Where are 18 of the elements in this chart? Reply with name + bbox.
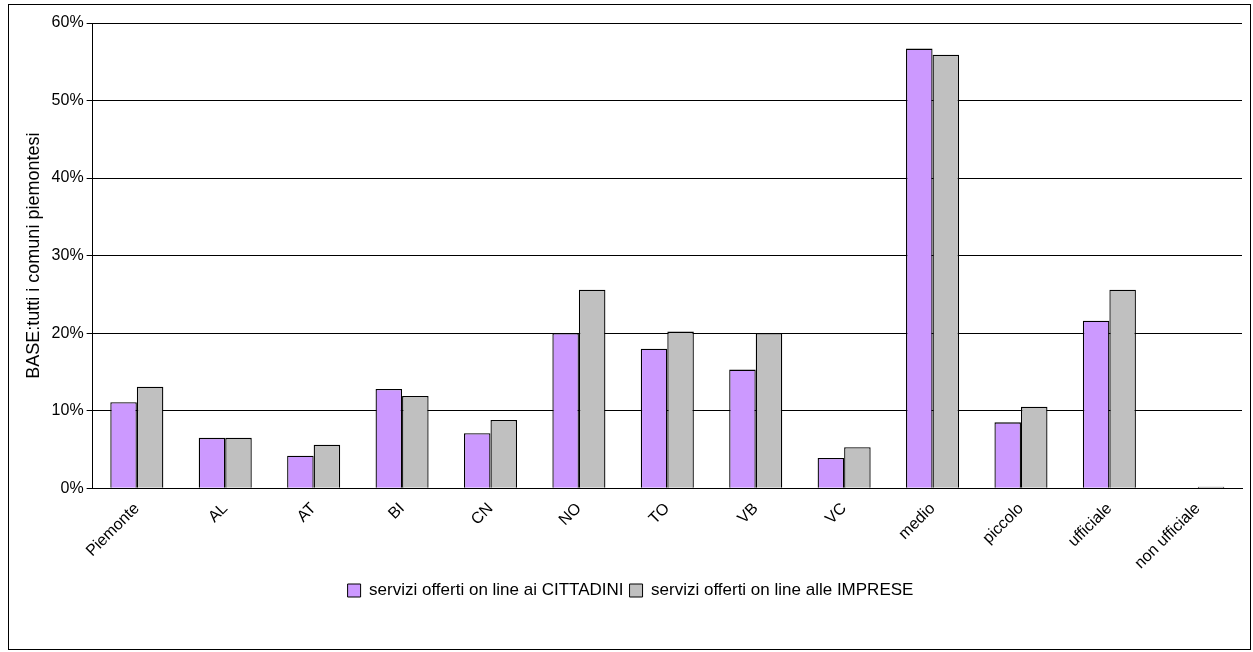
- y-axis-title: BASE:tutti i comuni piemontesi: [22, 132, 43, 379]
- x-tick-label: AL: [204, 499, 231, 526]
- y-tick-label: 50%: [51, 90, 84, 108]
- x-tick-label: AT: [293, 499, 320, 525]
- x-tick-label: VB: [733, 499, 761, 527]
- x-tick-label: TO: [645, 499, 673, 527]
- y-tick-label: 20%: [51, 323, 84, 341]
- y-tick-label: 30%: [51, 246, 84, 264]
- x-tick-label: NO: [555, 499, 585, 529]
- y-tick-label: 0%: [60, 478, 84, 496]
- legend-label: servizi offerti on line alle IMPRESE: [651, 580, 914, 600]
- legend-label: servizi offerti on line ai CITTADINI: [369, 580, 624, 600]
- y-tick-label: 40%: [51, 168, 84, 186]
- x-tick-label: VC: [821, 499, 850, 527]
- x-tick-label: CN: [467, 499, 496, 528]
- y-tick-label: 60%: [51, 13, 84, 31]
- y-tick-label: 10%: [51, 401, 84, 419]
- x-tick-label: BI: [384, 499, 408, 522]
